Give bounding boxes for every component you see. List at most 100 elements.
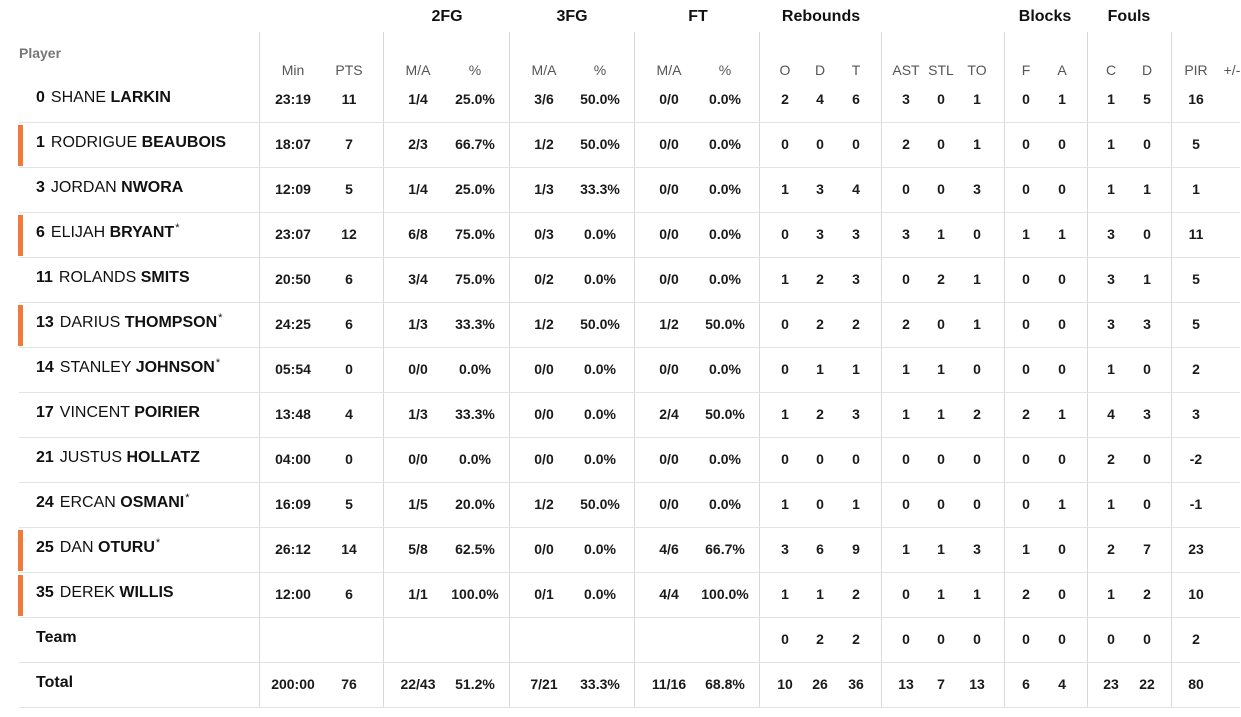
player-row[interactable]: 6 ELIJAH BRYANT* 23:07 12 6/8 75.0% 0/3 0.0% 0/0… <box>0 213 1241 258</box>
stat-2fg-ma: 1/3 <box>408 316 428 332</box>
player-name[interactable]: 35 DEREK WILLIS <box>36 584 174 602</box>
player-row[interactable]: 24 ERCAN OSMANI* 16:09 5 1/5 20.0% 1/2 50.0% 0/0… <box>0 483 1241 528</box>
player-name[interactable]: 24 ERCAN OSMANI* <box>36 492 190 512</box>
column-header-2fg-pct[interactable]: % <box>468 62 482 78</box>
column-header-pts[interactable]: PTS <box>335 62 363 78</box>
column-header-ft-pct[interactable]: % <box>718 62 732 78</box>
player-name[interactable]: 1 RODRIGUE BEAUBOIS <box>36 134 226 152</box>
group-header-2fg: 2FG <box>431 8 463 25</box>
player-number: 14 <box>36 359 54 376</box>
stat-stl: 1 <box>937 361 945 377</box>
stat-ft-pct: 0.0% <box>709 361 741 377</box>
stat-reb-o: 0 <box>781 361 789 377</box>
stat-blk-a: 1 <box>1058 91 1066 107</box>
stat-foul-d: 7 <box>1143 541 1151 557</box>
stat-reb-t: 3 <box>852 406 860 422</box>
stat-pir: 1 <box>1192 181 1200 197</box>
stat-foul-c: 1 <box>1107 361 1115 377</box>
stat-reb-d: 0 <box>816 136 824 152</box>
column-header-stl[interactable]: STL <box>928 62 954 78</box>
column-header-pir[interactable]: PIR <box>1184 62 1208 78</box>
player-row[interactable]: 1 RODRIGUE BEAUBOIS 18:07 7 2/3 66.7% 1/2 50.0%… <box>0 123 1241 168</box>
player-name[interactable]: 0 SHANE LARKIN <box>36 89 171 107</box>
player-row[interactable]: 11 ROLANDS SMITS 20:50 6 3/4 75.0% 0/2 0.0% 0/0 0… <box>0 258 1241 303</box>
stat-reb-d: 2 <box>816 406 824 422</box>
column-header-ast[interactable]: AST <box>892 62 920 78</box>
player-name[interactable]: 3 JORDAN NWORA <box>36 179 183 197</box>
column-header-foul-c[interactable]: C <box>1105 62 1117 78</box>
player-last-name: NWORA <box>121 179 184 196</box>
player-first-name: SHANE <box>50 89 111 106</box>
stat-3fg-ma: 1/2 <box>534 316 554 332</box>
player-name[interactable]: 21 JUSTUS HOLLATZ <box>36 449 200 467</box>
player-row[interactable]: 21 JUSTUS HOLLATZ 04:00 0 0/0 0.0% 0/0 0.0% 0/0 0… <box>0 438 1241 483</box>
stat-stl: 0 <box>937 496 945 512</box>
group-header-rebounds: Rebounds <box>781 8 861 25</box>
player-number: 0 <box>36 89 45 106</box>
stat-foul-c: 1 <box>1107 586 1115 602</box>
column-header-blk-f[interactable]: F <box>1021 62 1031 78</box>
stat-to: 0 <box>973 631 981 647</box>
stat-foul-d: 1 <box>1143 181 1151 197</box>
column-header-foul-d[interactable]: D <box>1141 62 1153 78</box>
player-last-name: OSMANI <box>120 494 185 511</box>
stat-2fg-ma: 22/43 <box>400 676 436 692</box>
stat-reb-t: 2 <box>852 316 860 332</box>
column-header-reb-d[interactable]: D <box>814 62 826 78</box>
player-row[interactable]: 13 DARIUS THOMPSON* 24:25 6 1/3 33.3% 1/2 50.0%… <box>0 303 1241 348</box>
column-header-plus-minus[interactable]: +/- <box>1223 62 1241 78</box>
stat-reb-o: 2 <box>781 91 789 107</box>
stat-reb-o: 0 <box>781 631 789 647</box>
player-row[interactable]: 3 JORDAN NWORA 12:09 5 1/4 25.0% 1/3 33.3% 0/0 0.… <box>0 168 1241 213</box>
column-header-2fg-ma[interactable]: M/A <box>405 62 431 78</box>
player-last-name: HOLLATZ <box>126 449 200 466</box>
player-name[interactable]: 17 VINCENT POIRIER <box>36 404 200 422</box>
player-name[interactable]: 11 ROLANDS SMITS <box>36 269 190 287</box>
stat-reb-d: 4 <box>816 91 824 107</box>
star-marker: * <box>175 222 180 234</box>
column-header-ft-ma[interactable]: M/A <box>656 62 682 78</box>
stat-to: 1 <box>973 271 981 287</box>
stat-pts: 0 <box>345 361 353 377</box>
stat-min: 12:09 <box>275 181 311 197</box>
player-row[interactable]: 35 DEREK WILLIS 12:00 6 1/1 100.0% 0/1 0.0% 4/4 1… <box>0 573 1241 618</box>
player-row[interactable]: 25 DAN OTURU* 26:12 14 5/8 62.5% 0/0 0.0% 4/6 66.… <box>0 528 1241 573</box>
player-first-name: DAN <box>59 539 99 556</box>
column-header-reb-t[interactable]: T <box>851 62 861 78</box>
stat-min: 23:07 <box>275 226 311 242</box>
stat-3fg-ma: 0/3 <box>534 226 554 242</box>
stat-foul-d: 0 <box>1143 136 1151 152</box>
stat-min: 23:19 <box>275 91 311 107</box>
stat-3fg-pct: 50.0% <box>580 316 620 332</box>
stat-3fg-pct: 50.0% <box>580 136 620 152</box>
stat-pir: 11 <box>1188 226 1204 242</box>
stat-ft-ma: 0/0 <box>659 181 679 197</box>
player-name[interactable]: 14 STANLEY JOHNSON* <box>36 357 220 377</box>
player-row[interactable]: 17 VINCENT POIRIER 13:48 4 1/3 33.3% 0/0 0.0% 2/… <box>0 393 1241 438</box>
stat-2fg-ma: 2/3 <box>408 136 428 152</box>
stat-ft-pct: 68.8% <box>705 676 745 692</box>
stat-min: 200:00 <box>271 676 315 692</box>
stat-ft-pct: 100.0% <box>701 586 749 602</box>
stat-2fg-ma: 3/4 <box>408 271 428 287</box>
column-header-blk-a[interactable]: A <box>1057 62 1067 78</box>
stat-3fg-pct: 0.0% <box>584 271 616 287</box>
stat-ft-ma: 0/0 <box>659 136 679 152</box>
player-row[interactable]: 14 STANLEY JOHNSON* 05:54 0 0/0 0.0% 0/0 0.0% 0/… <box>0 348 1241 393</box>
stat-2fg-pct: 0.0% <box>459 361 491 377</box>
player-name[interactable]: 6 ELIJAH BRYANT* <box>36 222 180 242</box>
player-row[interactable]: 0 SHANE LARKIN 23:19 11 1/4 25.0% 3/6 50.0% 0/0 0… <box>0 78 1241 123</box>
stat-3fg-pct: 0.0% <box>584 586 616 602</box>
player-name[interactable]: 25 DAN OTURU* <box>36 537 160 557</box>
group-header-ft: FT <box>688 8 708 25</box>
stat-to: 1 <box>973 316 981 332</box>
column-header-3fg-ma[interactable]: M/A <box>531 62 557 78</box>
player-last-name: THOMPSON <box>124 314 218 331</box>
stat-2fg-ma: 5/8 <box>408 541 428 557</box>
column-header-min[interactable]: Min <box>281 62 305 78</box>
player-name[interactable]: 13 DARIUS THOMPSON* <box>36 312 222 332</box>
stat-blk-a: 0 <box>1058 361 1066 377</box>
column-header-3fg-pct[interactable]: % <box>593 62 607 78</box>
column-header-to[interactable]: TO <box>967 62 987 78</box>
column-header-reb-o[interactable]: O <box>779 62 791 78</box>
